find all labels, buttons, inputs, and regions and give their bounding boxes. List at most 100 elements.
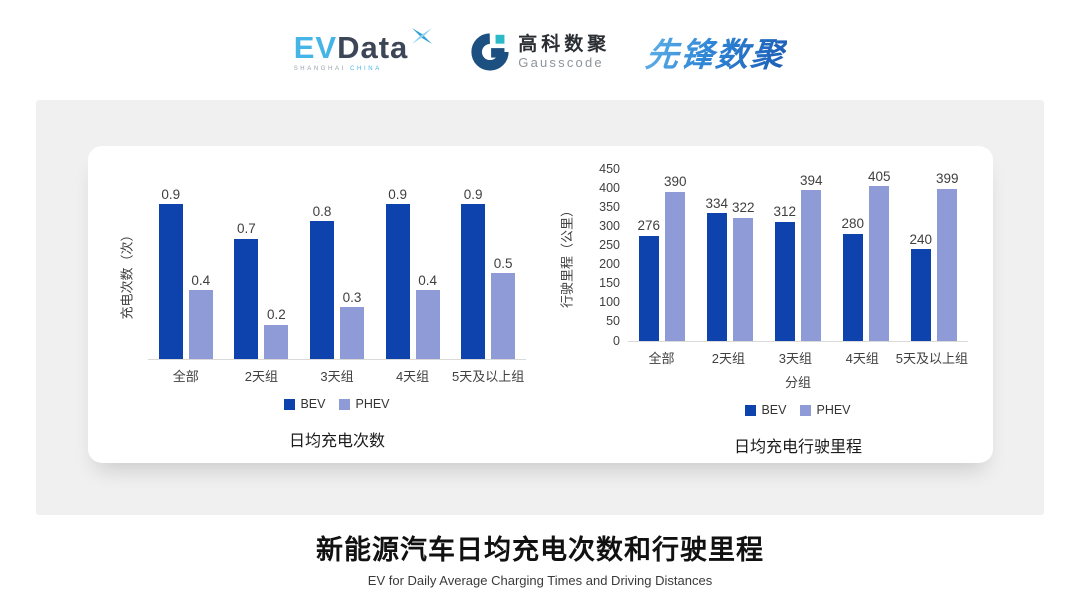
category-label: 5天及以上组 xyxy=(895,351,968,366)
bar-with-label: 0.9 xyxy=(158,186,183,359)
evdata-tagline-china: CHINA xyxy=(350,66,382,72)
bar-phev xyxy=(937,188,958,341)
category-label: 2天组 xyxy=(711,351,746,366)
category-label: 全部 xyxy=(648,351,675,366)
value-label: 0.8 xyxy=(312,203,332,219)
bar-phev xyxy=(733,217,754,341)
y-tick-label: 200 xyxy=(599,257,620,272)
gausscode-text: 高科数聚 Gausscode xyxy=(518,33,611,70)
value-label: 405 xyxy=(868,168,891,184)
bar-bev xyxy=(638,235,659,341)
chart-caption: 日均充电行驶里程 xyxy=(733,439,862,456)
bar-phev xyxy=(339,307,364,359)
value-label: 334 xyxy=(705,195,728,211)
bar-bev xyxy=(910,249,931,341)
value-label: 0.9 xyxy=(161,186,181,202)
page-title: 新能源汽车日均充电次数和行驶里程 xyxy=(316,535,764,565)
bar-group: 312 394 xyxy=(764,170,832,341)
value-label: 0.3 xyxy=(342,289,362,305)
legend: BEV PHEV xyxy=(628,403,968,417)
value-label: 390 xyxy=(664,174,687,190)
evdata-logo: EV Data SHANGHAI CHINA xyxy=(293,28,435,72)
bar-with-label: 280 xyxy=(841,217,864,341)
value-label: 0.9 xyxy=(388,186,407,202)
legend-item-bev: BEV xyxy=(745,403,786,417)
legend-swatch-bev xyxy=(284,398,296,410)
value-label: 322 xyxy=(732,200,755,216)
header-logos: EV Data SHANGHAI CHINA 高科数聚 Gausscode xyxy=(0,0,1080,98)
value-label: 276 xyxy=(637,218,660,234)
bar-phev xyxy=(264,324,289,359)
category-label: 3天组 xyxy=(320,369,354,384)
bar-phev xyxy=(491,273,516,359)
legend-item-phev: PHEV xyxy=(800,403,851,417)
footer: 新能源汽车日均充电次数和行驶里程 EV for Daily Average Ch… xyxy=(0,528,1080,588)
bar-group: 0.8 0.3 xyxy=(299,188,375,359)
page-subtitle: EV for Daily Average Charging Times and … xyxy=(367,573,713,588)
bar-bev xyxy=(842,233,863,341)
chart-caption: 日均充电次数 xyxy=(288,433,385,450)
bar-group: 280 405 xyxy=(832,170,900,341)
category-label: 2天组 xyxy=(244,369,278,384)
legend-item-bev: BEV xyxy=(284,397,325,411)
legend-label: PHEV xyxy=(355,397,390,411)
value-label: 0.2 xyxy=(267,307,286,323)
y-tick-label: 150 xyxy=(599,276,620,291)
charts-panel: 充电次数（次） 0.9 0.4 0.7 0.2 0.8 0.3 0.9 0.4 0.9 0.5 全部 2… xyxy=(36,100,1044,515)
value-label: 0.5 xyxy=(493,255,513,271)
bar-with-label: 390 xyxy=(664,175,687,341)
value-label: 0.7 xyxy=(237,221,256,237)
bar-with-label: 394 xyxy=(800,174,823,341)
xianfeng-shuju-logo: 先锋数聚 xyxy=(644,28,789,76)
y-tick-label: 250 xyxy=(599,237,620,252)
gausscode-mark-icon xyxy=(471,33,509,71)
bar-with-label: 240 xyxy=(909,233,932,341)
bar-with-label: 322 xyxy=(732,201,755,341)
bar-with-label: 0.4 xyxy=(188,272,213,359)
value-label: 399 xyxy=(936,171,959,186)
value-label: 0.4 xyxy=(191,272,211,288)
bar-bev xyxy=(385,204,410,359)
legend-swatch-bev xyxy=(745,404,757,416)
bar-with-label: 0.9 xyxy=(385,186,410,359)
bar-with-label: 312 xyxy=(773,205,796,341)
plot-area: 充电次数（次） 0.9 0.4 0.7 0.2 0.8 0.3 0.9 0.4 0.9 0.5 xyxy=(120,186,526,360)
bar-group: 276 390 xyxy=(628,170,696,341)
legend-swatch-phev xyxy=(339,398,351,410)
category-label: 全部 xyxy=(172,369,199,384)
value-label: 0.9 xyxy=(463,186,483,202)
bar-phev xyxy=(869,186,890,341)
y-tick-label: 350 xyxy=(599,199,620,214)
bar-with-label: 0.4 xyxy=(415,272,440,359)
bar-with-label: 334 xyxy=(705,197,728,341)
y-axis-label: 行驶里程（公里） xyxy=(559,203,575,308)
evdata-star-icon xyxy=(412,28,433,44)
bar-phev xyxy=(188,290,213,359)
plot-area: 行驶里程（公里） 0 50 100 150 200 250 300 350 400 450 276 39… xyxy=(560,162,968,347)
y-tick-label: 300 xyxy=(599,218,620,233)
category-axis: 全部 2天组 3天组 4天组 5天及以上组 xyxy=(628,348,968,367)
y-tick-label: 400 xyxy=(599,180,620,195)
bar-group: 334 322 xyxy=(696,170,764,341)
bar-group: 0.9 0.4 xyxy=(375,188,451,359)
value-label: 280 xyxy=(841,216,864,232)
category-label: 3天组 xyxy=(778,351,812,366)
evdata-tagline-shanghai: SHANGHAI xyxy=(293,66,346,72)
y-tick-label: 100 xyxy=(599,295,620,310)
value-label: 394 xyxy=(800,172,823,188)
chart-daily-driving-distance: 行驶里程（公里） 0 50 100 150 200 250 300 350 400 450 276 39… xyxy=(560,162,968,463)
category-label: 4天组 xyxy=(845,351,879,366)
bar-with-label: 0.7 xyxy=(234,221,259,359)
category-label: 5天及以上组 xyxy=(452,369,525,384)
legend-swatch-phev xyxy=(800,404,812,416)
x-axis-label: 分组 xyxy=(784,375,811,390)
gausscode-cn-name: 高科数聚 xyxy=(518,33,611,55)
bar-bev xyxy=(706,213,727,341)
bar-with-label: 0.5 xyxy=(491,255,516,359)
legend-label: BEV xyxy=(761,403,787,417)
value-label: 0.4 xyxy=(418,272,437,288)
bar-group: 0.7 0.2 xyxy=(224,188,300,359)
gausscode-en-name: Gausscode xyxy=(518,54,604,70)
bar-bev xyxy=(158,204,183,359)
evdata-data-text: Data xyxy=(337,30,409,65)
